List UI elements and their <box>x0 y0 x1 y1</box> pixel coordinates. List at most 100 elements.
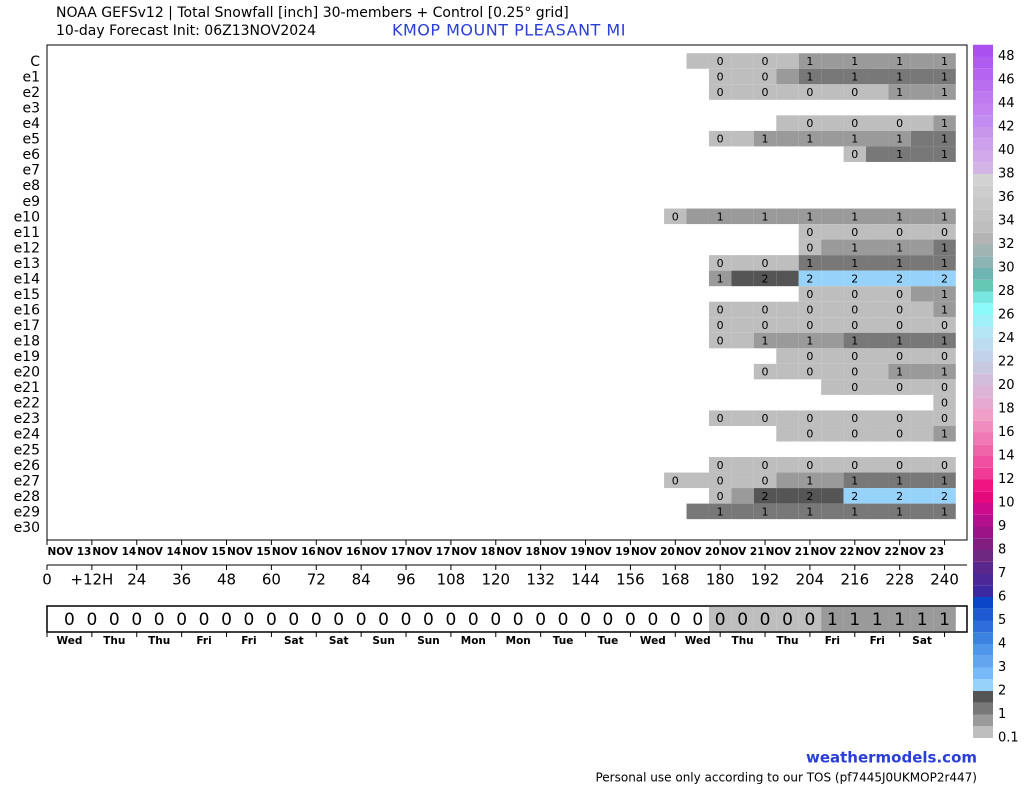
cell-label: 0 <box>806 303 813 316</box>
summary-label: 0 <box>86 610 97 630</box>
cell <box>776 68 799 85</box>
row-label: e13 <box>14 256 40 272</box>
cell <box>866 332 889 349</box>
colorbar-segment <box>973 91 993 104</box>
summary-cell <box>753 607 777 631</box>
cell <box>866 425 889 442</box>
colorbar-segment <box>973 385 993 398</box>
cell <box>776 503 799 520</box>
cell <box>798 472 822 489</box>
x-tick-label: 228 <box>885 571 914 589</box>
summary-label: 0 <box>445 610 456 630</box>
cell <box>708 301 732 318</box>
cell-label: 1 <box>806 210 813 223</box>
date-label: NOV 20 <box>631 546 675 558</box>
summary-label: 0 <box>625 610 636 630</box>
cell-label: 0 <box>806 226 813 239</box>
cell <box>866 301 889 318</box>
cell <box>821 317 844 333</box>
cell <box>731 317 754 333</box>
cell <box>821 425 844 442</box>
cell-label: 1 <box>896 335 903 348</box>
cell <box>753 488 777 504</box>
row-label: e3 <box>22 101 40 117</box>
colorbar-label: 44 <box>998 96 1015 111</box>
cell <box>933 317 956 333</box>
colorbar-segment <box>973 420 993 433</box>
cell <box>866 286 889 302</box>
cell <box>731 503 754 520</box>
summary-label: 0 <box>580 610 591 630</box>
cell-label: 0 <box>762 71 769 84</box>
row-label: e18 <box>14 334 40 350</box>
x-tick-label: 36 <box>172 571 191 589</box>
cell <box>798 130 822 147</box>
summary-label: 0 <box>513 610 524 630</box>
cell <box>866 270 889 287</box>
cell <box>866 363 889 380</box>
cell-label: 1 <box>896 241 903 254</box>
colorbar-segment <box>973 138 993 151</box>
cell <box>731 301 754 318</box>
cell-label: 1 <box>941 133 948 146</box>
cell <box>910 425 934 442</box>
colorbar-segment <box>973 714 993 727</box>
summary-label: 0 <box>378 610 389 630</box>
colorbar-segment <box>973 338 993 351</box>
cell <box>753 84 777 100</box>
cell-label: 1 <box>806 335 813 348</box>
cell <box>753 472 777 489</box>
cell-label: 0 <box>762 303 769 316</box>
colorbar-label: 4 <box>998 637 1006 652</box>
summary-label: 0 <box>154 610 165 630</box>
chart-title: NOAA GEFSv12 | Total Snowfall [inch] 30-… <box>56 5 569 21</box>
colorbar-segment <box>973 550 993 562</box>
colorbar-segment <box>973 503 993 515</box>
summary-label: 0 <box>490 610 501 630</box>
cell <box>843 317 867 333</box>
cell <box>798 115 822 131</box>
row-label: e11 <box>14 225 40 241</box>
colorbar-label: 14 <box>998 449 1015 464</box>
colorbar-label: 2 <box>998 684 1006 699</box>
colorbar-label: 18 <box>998 402 1015 417</box>
cell-label: 1 <box>806 474 813 487</box>
cell-label: 0 <box>851 366 858 379</box>
colorbar-segment <box>973 526 993 539</box>
colorbar-label: 40 <box>998 143 1015 158</box>
x-tick-label: 180 <box>706 571 735 589</box>
cell-label: 1 <box>806 133 813 146</box>
cell <box>888 115 911 131</box>
cell-label: 1 <box>941 257 948 270</box>
colorbar-segment <box>973 44 993 57</box>
cell <box>731 53 754 69</box>
cell <box>798 425 822 442</box>
colorbar-label: 20 <box>998 378 1015 393</box>
cell <box>843 255 867 271</box>
colorbar-segment <box>973 326 993 339</box>
cell <box>933 84 956 100</box>
cell <box>933 286 956 302</box>
cell-label: 2 <box>896 490 903 503</box>
cell <box>686 472 709 489</box>
cell <box>798 208 822 225</box>
colorbar-segment <box>973 679 993 691</box>
cell <box>821 208 844 225</box>
colorbar-segment <box>973 691 993 703</box>
cell <box>776 301 799 318</box>
cell <box>933 348 956 364</box>
cell-label: 0 <box>806 412 813 425</box>
row-label: e26 <box>14 458 41 474</box>
cell-label: 1 <box>941 117 948 130</box>
cell-label: 0 <box>717 133 724 146</box>
cell <box>910 68 934 85</box>
colorbar-label: 10 <box>998 496 1015 511</box>
cell <box>933 488 956 504</box>
cell <box>798 270 822 287</box>
summary-cell <box>933 607 956 631</box>
colorbar-segment <box>973 620 993 633</box>
cell <box>910 239 934 256</box>
cell <box>843 270 867 287</box>
cell <box>866 115 889 131</box>
date-label: NOV 19 <box>541 546 585 558</box>
